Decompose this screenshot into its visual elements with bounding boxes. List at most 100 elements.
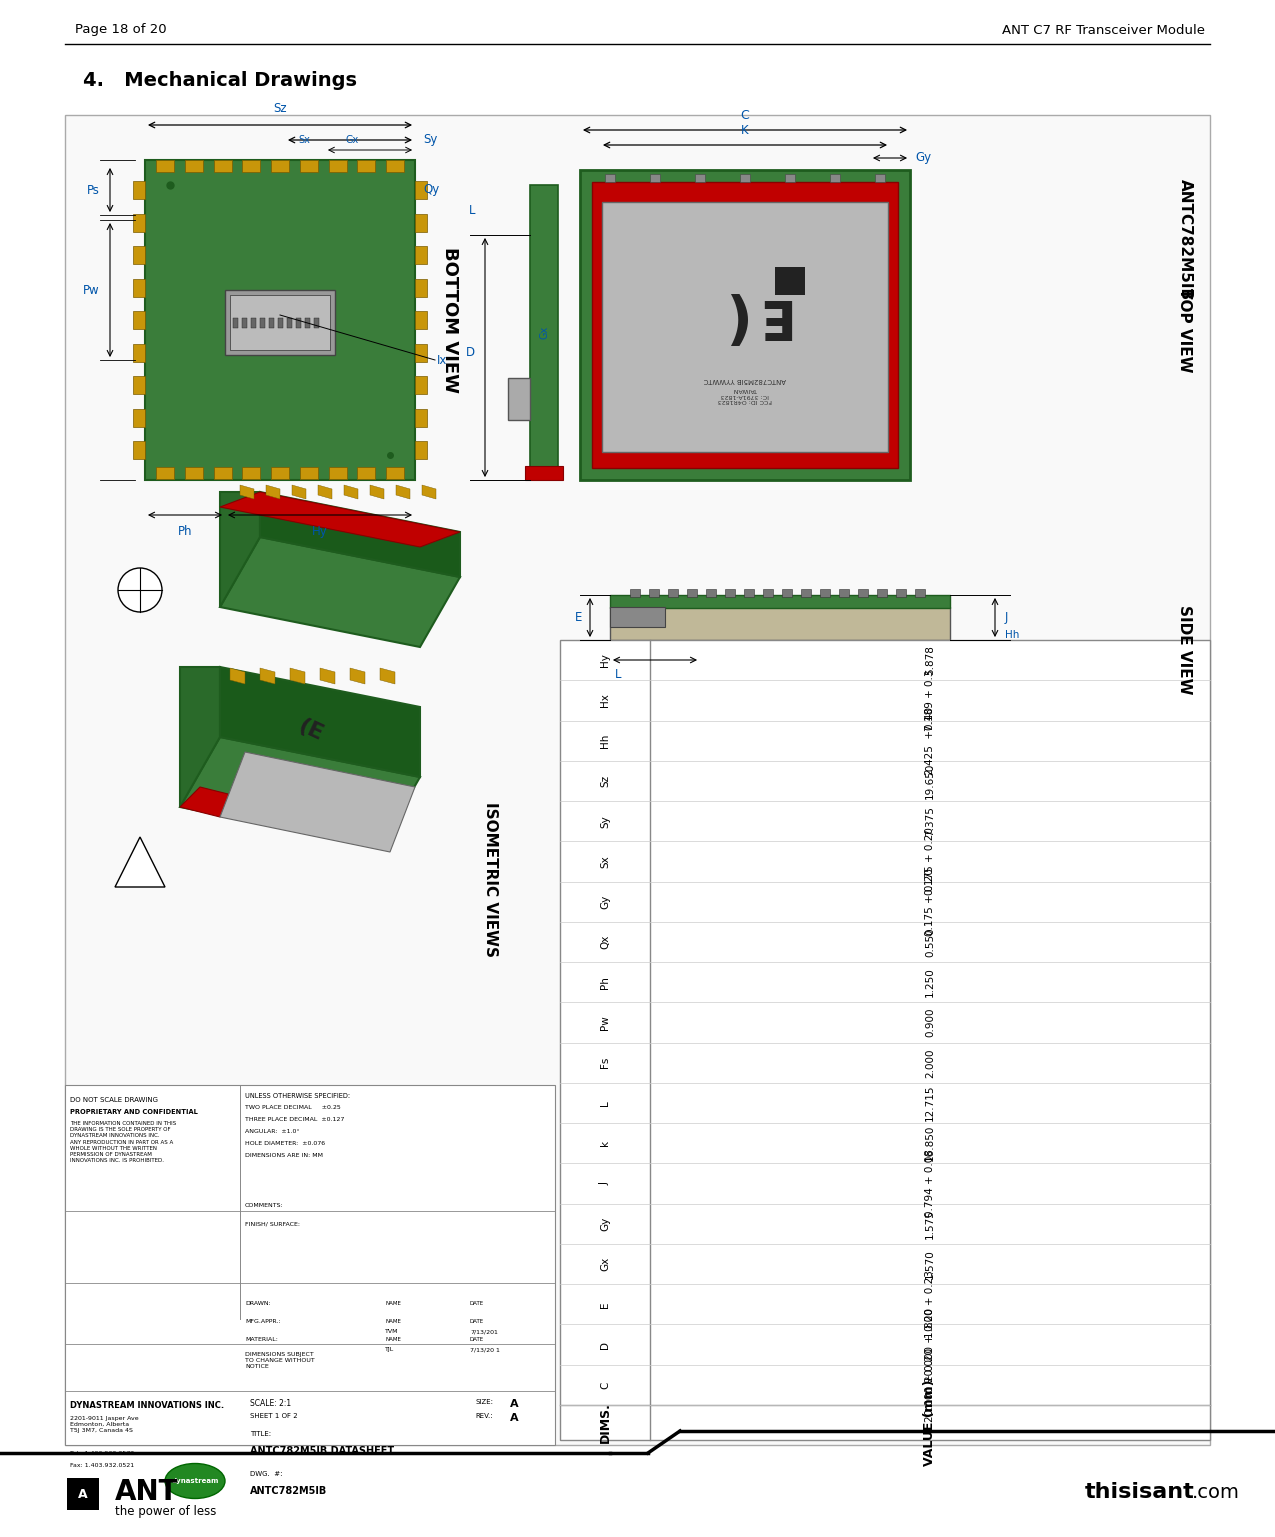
Bar	[801, 589, 811, 596]
Polygon shape	[292, 486, 306, 500]
Bar	[133, 246, 145, 264]
Text: Sz: Sz	[601, 775, 609, 787]
Bar	[858, 589, 868, 596]
Bar	[609, 607, 666, 627]
Text: (: (	[717, 286, 743, 343]
Text: Fax: 1.403.932.0521: Fax: 1.403.932.0521	[70, 1463, 134, 1468]
Bar	[414, 181, 427, 198]
Text: ISOMETRIC VIEWS: ISOMETRIC VIEWS	[482, 802, 497, 958]
Bar	[782, 589, 792, 596]
Polygon shape	[380, 669, 395, 684]
Bar	[213, 467, 232, 480]
Polygon shape	[397, 486, 411, 500]
Text: SIDE VIEW: SIDE VIEW	[1178, 606, 1192, 695]
Bar	[251, 318, 256, 327]
Bar	[314, 318, 319, 327]
Text: UNLESS OTHERWISE SPECIFIED:: UNLESS OTHERWISE SPECIFIED:	[245, 1093, 351, 1099]
Text: L: L	[601, 1100, 609, 1107]
Bar	[133, 441, 145, 460]
Bar	[65, 115, 1210, 1445]
Text: Hy: Hy	[312, 526, 328, 538]
Bar	[133, 181, 145, 198]
Text: 20.000 + 0.20: 20.000 + 0.20	[924, 1348, 935, 1422]
Bar	[329, 160, 347, 172]
Text: Ph: Ph	[601, 976, 609, 988]
Bar	[695, 174, 705, 181]
Bar	[133, 278, 145, 297]
Bar	[649, 589, 659, 596]
Text: ANTC782M5IB: ANTC782M5IB	[1178, 180, 1192, 301]
Polygon shape	[221, 667, 419, 778]
Bar	[592, 181, 898, 467]
Text: FINISH/ SURFACE:: FINISH/ SURFACE:	[245, 1220, 300, 1227]
Text: COMMENTS:: COMMENTS:	[245, 1203, 283, 1208]
Bar	[414, 246, 427, 264]
Text: HOLE DIAMETER:  ±0.076: HOLE DIAMETER: ±0.076	[245, 1140, 325, 1147]
Text: Ph: Ph	[177, 526, 193, 538]
Bar	[414, 409, 427, 426]
Bar	[775, 267, 805, 295]
Text: dynastream: dynastream	[171, 1479, 219, 1485]
Polygon shape	[260, 669, 275, 684]
Text: FCC ID: O4R1823
IC: 3791A-1823
TAIWAN: FCC ID: O4R1823 IC: 3791A-1823 TAIWAN	[718, 387, 773, 403]
Text: DYNASTREAM INNOVATIONS INC.: DYNASTREAM INNOVATIONS INC.	[70, 1402, 224, 1409]
Text: NAME: NAME	[385, 1319, 400, 1323]
Text: DO NOT SCALE DRAWING: DO NOT SCALE DRAWING	[70, 1097, 158, 1104]
Text: ANTC782M5IB YYWWTC: ANTC782M5IB YYWWTC	[704, 377, 787, 383]
Polygon shape	[260, 492, 460, 576]
Bar	[272, 160, 289, 172]
Text: 4.   Mechanical Drawings: 4. Mechanical Drawings	[83, 71, 357, 89]
Text: Pw: Pw	[83, 283, 99, 297]
Text: DATE: DATE	[470, 1337, 484, 1342]
Text: DATE: DATE	[470, 1319, 484, 1323]
Bar	[68, 1479, 99, 1509]
Text: DRAWN:: DRAWN:	[245, 1300, 270, 1306]
Text: TOP VIEW: TOP VIEW	[1178, 287, 1192, 372]
Bar	[414, 377, 427, 393]
Text: ANT C7 RF Transceiver Module: ANT C7 RF Transceiver Module	[1002, 23, 1205, 37]
Text: k: k	[601, 1140, 609, 1147]
Bar	[305, 318, 310, 327]
Bar	[839, 589, 849, 596]
Text: TJL: TJL	[385, 1346, 394, 1353]
Bar	[287, 318, 292, 327]
Text: E: E	[752, 289, 788, 341]
Text: DATE: DATE	[470, 1300, 484, 1306]
Text: 1.570: 1.570	[924, 1250, 935, 1279]
Text: Sy: Sy	[601, 815, 609, 827]
Text: THE INFORMATION CONTAINED IN THIS
DRAWING IS THE SOLE PROPERTY OF
DYNASTREAM INN: THE INFORMATION CONTAINED IN THIS DRAWIN…	[70, 1120, 176, 1164]
Text: 0.794 + 0.08: 0.794 + 0.08	[924, 1150, 935, 1217]
Text: SCALE: 2:1: SCALE: 2:1	[250, 1399, 291, 1408]
Text: Gy: Gy	[601, 895, 609, 908]
Polygon shape	[221, 752, 414, 851]
Polygon shape	[289, 669, 305, 684]
Text: MFG.APPR.:: MFG.APPR.:	[245, 1319, 280, 1323]
Text: Hh: Hh	[1005, 630, 1020, 639]
Polygon shape	[221, 492, 460, 547]
Text: Sy: Sy	[423, 134, 437, 146]
Text: Gy: Gy	[915, 152, 931, 164]
Bar	[269, 318, 274, 327]
Text: BOTTOM VIEW: BOTTOM VIEW	[441, 247, 459, 393]
Text: Sz: Sz	[273, 101, 287, 115]
Text: DIMS.: DIMS.	[598, 1402, 612, 1443]
Text: 1.575: 1.575	[924, 1210, 935, 1239]
Bar	[507, 378, 530, 420]
Bar	[133, 343, 145, 361]
Text: J: J	[601, 1182, 609, 1185]
Bar	[414, 441, 427, 460]
Bar	[820, 589, 830, 596]
Bar	[233, 318, 238, 327]
Text: 12.715: 12.715	[924, 1085, 935, 1122]
Text: Sx: Sx	[601, 855, 609, 868]
Text: ANTC782M5IB: ANTC782M5IB	[250, 1486, 328, 1496]
Text: J: J	[1005, 612, 1009, 624]
Polygon shape	[221, 536, 460, 647]
Text: MATERIAL:: MATERIAL:	[245, 1337, 278, 1342]
Polygon shape	[317, 486, 332, 500]
Bar	[242, 160, 260, 172]
Text: ANGULAR:  ±1.0°: ANGULAR: ±1.0°	[245, 1130, 300, 1134]
Bar	[278, 318, 283, 327]
Text: VALUE (mm): VALUE (mm)	[923, 1379, 937, 1466]
Text: E: E	[601, 1302, 609, 1308]
